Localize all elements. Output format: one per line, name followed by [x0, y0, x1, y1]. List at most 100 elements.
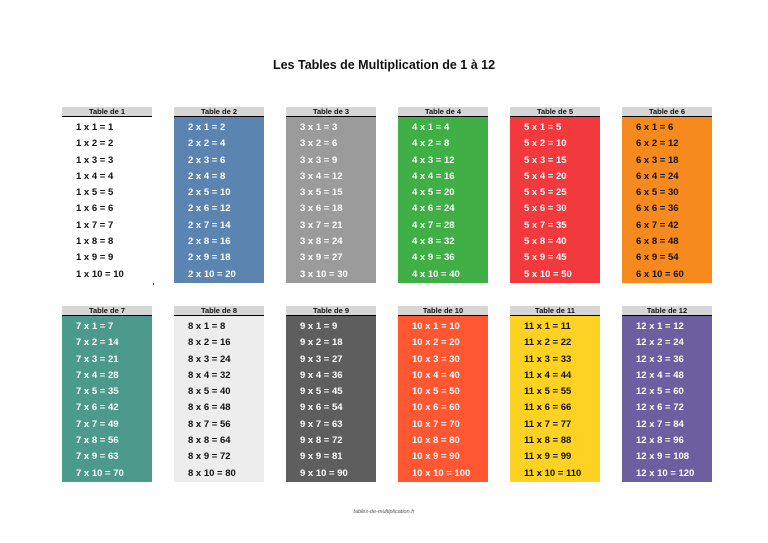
- table-line: 7 x 7 = 49: [76, 418, 119, 430]
- table-line: 3 x 9 = 27: [300, 252, 343, 264]
- table-line: 6 x 4 = 24: [636, 170, 679, 182]
- table-line: 6 x 2 = 12: [636, 138, 679, 150]
- table-body: 3 x 1 = 3 3 x 2 = 6 3 x 3 = 9 3 x 4 = 12 3 x…: [286, 117, 376, 283]
- table-line: 9 x 1 = 9: [300, 321, 338, 332]
- table-line: 10 x 8 = 80: [412, 435, 460, 447]
- table-header: Table de 8: [174, 306, 264, 316]
- table-line: 7 x 9 = 63: [76, 451, 119, 463]
- table-line: 10 x 10 = 100: [412, 467, 471, 479]
- table-line: 1 x 2 = 2: [76, 138, 114, 150]
- table-line: 3 x 5 = 15: [300, 187, 343, 199]
- table-line: 10 x 5 = 50: [412, 386, 460, 398]
- table-line: 9 x 6 = 54: [300, 402, 343, 414]
- table-body: 4 x 1 = 4 4 x 2 = 8 4 x 3 = 12 4 x 4 = 16 4 …: [398, 117, 488, 283]
- table-line: 11 x 6 = 66: [524, 402, 572, 414]
- table-line: 12 x 7 = 84: [636, 418, 684, 430]
- table-line: 10 x 7 = 70: [412, 418, 460, 430]
- table-header: Table de 9: [286, 306, 376, 316]
- table-line: 1 x 10 = 10: [76, 268, 124, 280]
- table-line: 6 x 9 = 54: [636, 252, 679, 264]
- table-line: 2 x 1 = 2: [188, 122, 226, 133]
- table-line: 4 x 5 = 20: [412, 187, 455, 199]
- table-line: 11 x 10 = 110: [524, 467, 582, 479]
- table-line: 1 x 3 = 3: [76, 154, 114, 166]
- table-line: 11 x 3 = 33: [524, 353, 572, 365]
- table-line: 6 x 10 = 60: [636, 268, 684, 280]
- table-line: 2 x 7 = 14: [188, 219, 231, 231]
- table-line: 5 x 1 = 5: [524, 122, 562, 133]
- table-line: 2 x 5 = 10: [188, 187, 231, 199]
- table-header: Table de 3: [286, 107, 376, 117]
- table-line: 7 x 1 = 7: [76, 321, 114, 332]
- table-line: 9 x 4 = 36: [300, 369, 343, 381]
- footer-credit: tables-de-multiplication.fr: [353, 509, 415, 515]
- table-line: 8 x 9 = 72: [188, 451, 231, 463]
- table-line: 8 x 8 = 64: [188, 435, 231, 447]
- table-header: Table de 12: [622, 306, 712, 316]
- table-line: 9 x 9 = 81: [300, 451, 343, 463]
- table-line: 10 x 9 = 90: [412, 451, 460, 463]
- table-line: 4 x 6 = 24: [412, 203, 455, 215]
- table-line: 1 x 5 = 5: [76, 187, 114, 199]
- table-body: 5 x 1 = 5 5 x 2 = 10 5 x 3 = 15 5 x 4 = 20 5…: [510, 117, 600, 283]
- table-line: 8 x 4 = 32: [188, 369, 231, 381]
- table-body: 10 x 1 = 10 10 x 2 = 20 10 x 3 = 30 10 x 4 …: [398, 316, 488, 482]
- table-line: 10 x 4 = 40: [412, 369, 460, 381]
- table-line: 4 x 4 = 16: [412, 170, 455, 182]
- table-line: 10 x 6 = 60: [412, 402, 460, 414]
- multiplication-table-12: Table de 12 12 x 1 = 12 12 x 2 = 24 12 x 3 …: [622, 306, 712, 482]
- table-line: 12 x 4 = 48: [636, 369, 684, 381]
- table-line: 3 x 8 = 24: [300, 236, 343, 248]
- table-line: 2 x 9 = 18: [188, 252, 231, 264]
- corner-mark: [153, 283, 154, 285]
- table-line: 12 x 2 = 24: [636, 337, 684, 349]
- table-line: 5 x 6 = 30: [524, 203, 567, 215]
- table-line: 7 x 4 = 28: [76, 369, 119, 381]
- table-line: 2 x 2 = 4: [188, 138, 226, 150]
- table-header: Table de 2: [174, 107, 264, 117]
- table-line: 4 x 7 = 28: [412, 219, 455, 231]
- table-line: 1 x 9 = 9: [76, 252, 114, 264]
- table-line: 8 x 7 = 56: [188, 418, 231, 430]
- table-line: 12 x 10 = 120: [636, 467, 695, 479]
- table-line: 5 x 9 = 45: [524, 252, 567, 264]
- table-header: Table de 7: [62, 306, 152, 316]
- table-line: 1 x 7 = 7: [76, 219, 114, 231]
- table-line: 11 x 1 = 11: [524, 321, 571, 332]
- table-line: 4 x 1 = 4: [412, 122, 450, 133]
- table-line: 3 x 10 = 30: [300, 268, 348, 280]
- table-line: 8 x 3 = 24: [188, 353, 231, 365]
- table-line: 9 x 7 = 63: [300, 418, 343, 430]
- table-line: 12 x 8 = 96: [636, 435, 684, 447]
- table-line: 6 x 7 = 42: [636, 219, 679, 231]
- table-line: 8 x 2 = 16: [188, 337, 231, 349]
- table-line: 12 x 3 = 36: [636, 353, 684, 365]
- table-line: 9 x 8 = 72: [300, 435, 343, 447]
- table-line: 11 x 7 = 77: [524, 418, 572, 430]
- table-body: 1 x 1 = 1 1 x 2 = 2 1 x 3 = 3 1 x 4 = 4 1 x …: [62, 117, 152, 283]
- table-line: 10 x 3 = 30: [412, 353, 460, 365]
- table-line: 9 x 2 = 18: [300, 337, 343, 349]
- multiplication-table-11: Table de 11 11 x 1 = 11 11 x 2 = 22 11 x 3 …: [510, 306, 600, 482]
- table-body: 11 x 1 = 11 11 x 2 = 22 11 x 3 = 33 11 x 4 …: [510, 316, 600, 482]
- table-line: 5 x 7 = 35: [524, 219, 567, 231]
- table-header: Table de 10: [398, 306, 488, 316]
- table-line: 3 x 7 = 21: [300, 219, 343, 231]
- table-line: 7 x 8 = 56: [76, 435, 119, 447]
- table-line: 6 x 1 = 6: [636, 122, 674, 133]
- table-line: 9 x 10 = 90: [300, 467, 348, 479]
- table-line: 3 x 1 = 3: [300, 122, 338, 133]
- table-header: Table de 11: [510, 306, 600, 316]
- table-header: Table de 6: [622, 107, 712, 117]
- table-line: 12 x 6 = 72: [636, 402, 684, 414]
- table-line: 2 x 10 = 20: [188, 268, 236, 280]
- table-line: 6 x 6 = 36: [636, 203, 679, 215]
- table-line: 1 x 8 = 8: [76, 236, 114, 248]
- table-line: 4 x 9 = 36: [412, 252, 455, 264]
- table-line: 11 x 2 = 22: [524, 337, 572, 349]
